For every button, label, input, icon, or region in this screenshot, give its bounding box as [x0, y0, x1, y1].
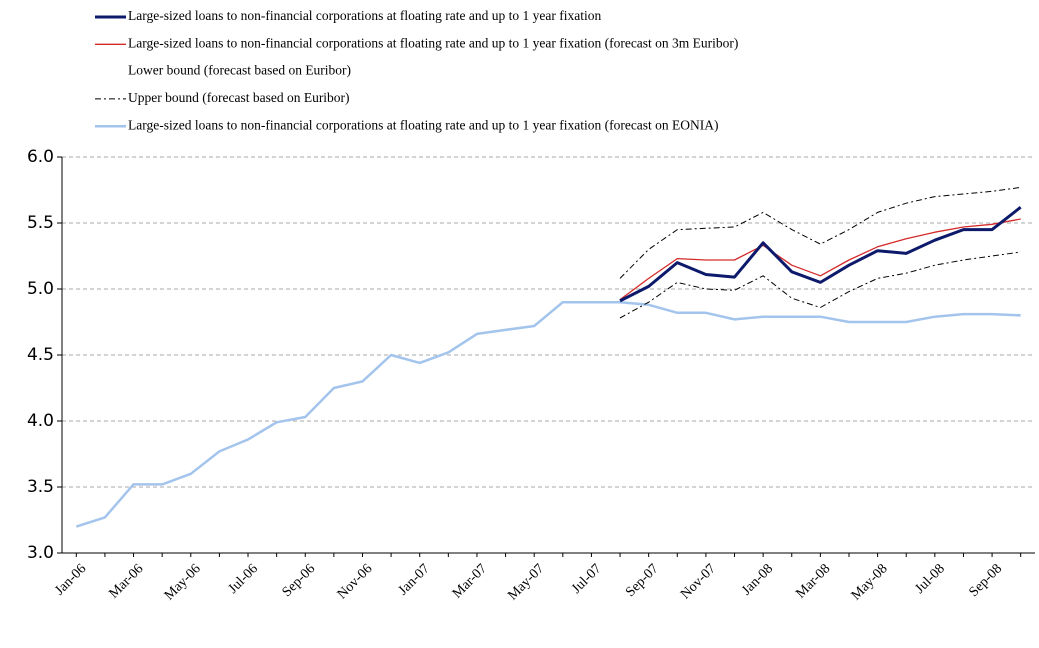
- y-tick-label: 3.0: [27, 543, 54, 563]
- y-tick-label: 3.5: [27, 477, 54, 497]
- x-tick-label: Sep-07: [623, 561, 662, 600]
- legend-label: Large-sized loans to non-financial corpo…: [128, 35, 738, 50]
- legend-label: Large-sized loans to non-financial corpo…: [128, 8, 601, 23]
- series-line: [619, 218, 1021, 301]
- x-tick-label: Jan-08: [739, 561, 776, 598]
- y-tick-label: 5.5: [27, 213, 54, 233]
- x-tick-label: Nov-07: [678, 561, 719, 602]
- x-tick-label: Mar-06: [106, 561, 146, 601]
- x-tick-label: Mar-08: [793, 561, 833, 601]
- x-tick-label: May-08: [849, 561, 891, 603]
- legend-label: Large-sized loans to non-financial corpo…: [128, 117, 719, 132]
- x-tick-label: Jul-07: [569, 561, 604, 596]
- series-line: [619, 186, 1021, 279]
- x-tick-label: Mar-07: [450, 561, 490, 601]
- y-tick-label: 4.5: [27, 345, 54, 365]
- x-tick-label: Jan-07: [396, 561, 433, 598]
- x-tick-label: Nov-06: [335, 561, 376, 602]
- series-line: [75, 300, 1021, 528]
- series-line: [619, 251, 1021, 319]
- x-tick-label: Jan-06: [52, 561, 89, 598]
- y-tick-label: 5.0: [27, 279, 54, 299]
- x-tick-label: May-06: [162, 561, 204, 603]
- series-line: [619, 206, 1022, 303]
- x-tick-label: Sep-08: [966, 561, 1005, 600]
- x-tick-label: Sep-06: [280, 561, 319, 600]
- x-tick-label: May-07: [505, 561, 547, 603]
- x-tick-label: Jul-06: [226, 561, 261, 596]
- legend-label: Upper bound (forecast based on Euribor): [128, 90, 350, 105]
- y-tick-label: 6.0: [27, 147, 54, 167]
- legend-label: Lower bound (forecast based on Euribor): [128, 63, 351, 78]
- y-tick-label: 4.0: [27, 411, 54, 431]
- x-tick-label: Jul-08: [913, 561, 948, 596]
